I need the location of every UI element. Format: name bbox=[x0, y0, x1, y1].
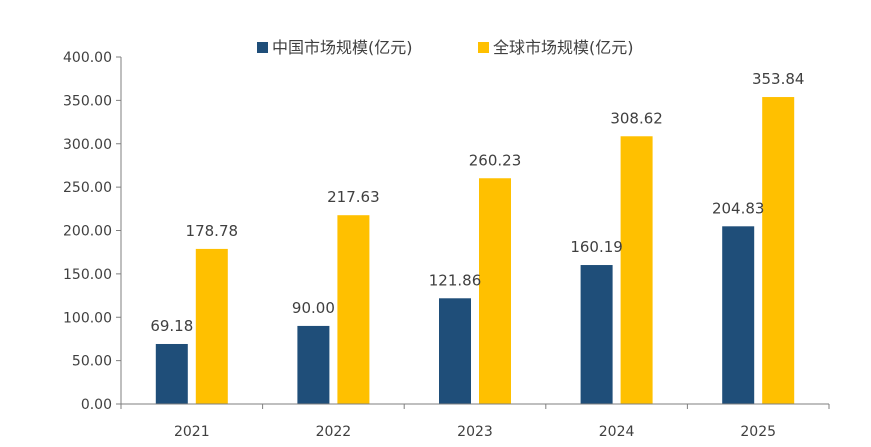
bar bbox=[337, 215, 370, 404]
legend: 中国市场规模(亿元) 全球市场规模(亿元) bbox=[257, 38, 634, 57]
bar bbox=[722, 226, 755, 404]
y-tick-label: 200.00 bbox=[63, 224, 112, 240]
bar bbox=[762, 97, 795, 405]
bar bbox=[479, 178, 511, 404]
bar-data-label: 204.83 bbox=[712, 199, 765, 217]
x-axis: 2021 2022 2023 2024 2025 bbox=[120, 403, 830, 440]
y-tick-label: 0.00 bbox=[81, 397, 112, 413]
data-labels: 69.18 178.78 90.00 217.63 121.86 260.23 160.19… bbox=[150, 70, 804, 335]
y-tick-label: 350.00 bbox=[63, 93, 112, 109]
legend-swatch-china bbox=[257, 42, 268, 53]
y-tick-label: 50.00 bbox=[72, 354, 112, 370]
bar bbox=[439, 298, 471, 404]
y-tick-label: 250.00 bbox=[63, 180, 112, 196]
bar-data-label: 353.84 bbox=[752, 70, 805, 88]
bar bbox=[620, 136, 653, 404]
bar-data-label: 178.78 bbox=[186, 222, 239, 240]
bar-data-label: 121.86 bbox=[429, 271, 482, 289]
bar-data-label: 90.00 bbox=[292, 299, 335, 317]
bar bbox=[297, 325, 330, 404]
bar-data-label: 160.19 bbox=[570, 238, 623, 256]
bar bbox=[195, 248, 228, 404]
legend-label-global: 全球市场规模(亿元) bbox=[493, 38, 634, 57]
legend-swatch-global bbox=[478, 42, 489, 53]
x-tick-label: 2023 bbox=[457, 424, 493, 440]
y-tick-label: 400.00 bbox=[63, 50, 112, 66]
y-tick-label: 150.00 bbox=[63, 267, 112, 283]
y-tick-label: 100.00 bbox=[63, 310, 112, 326]
x-tick-label: 2021 bbox=[174, 424, 210, 440]
bar-data-label: 69.18 bbox=[150, 317, 193, 335]
bar bbox=[580, 265, 613, 404]
bar-data-label: 260.23 bbox=[469, 151, 522, 169]
y-axis: 0.00 50.00 100.00 150.00 200.00 250.00 300.00 3… bbox=[63, 50, 122, 413]
x-tick-label: 2025 bbox=[740, 424, 776, 440]
x-tick-label: 2024 bbox=[599, 424, 635, 440]
x-tick-label: 2022 bbox=[316, 424, 352, 440]
bar-data-label: 217.63 bbox=[327, 188, 380, 206]
y-tick-label: 300.00 bbox=[63, 137, 112, 153]
legend-label-china: 中国市场规模(亿元) bbox=[272, 38, 413, 57]
bar-data-label: 308.62 bbox=[610, 109, 663, 127]
bars bbox=[155, 97, 795, 405]
bar bbox=[155, 343, 188, 404]
